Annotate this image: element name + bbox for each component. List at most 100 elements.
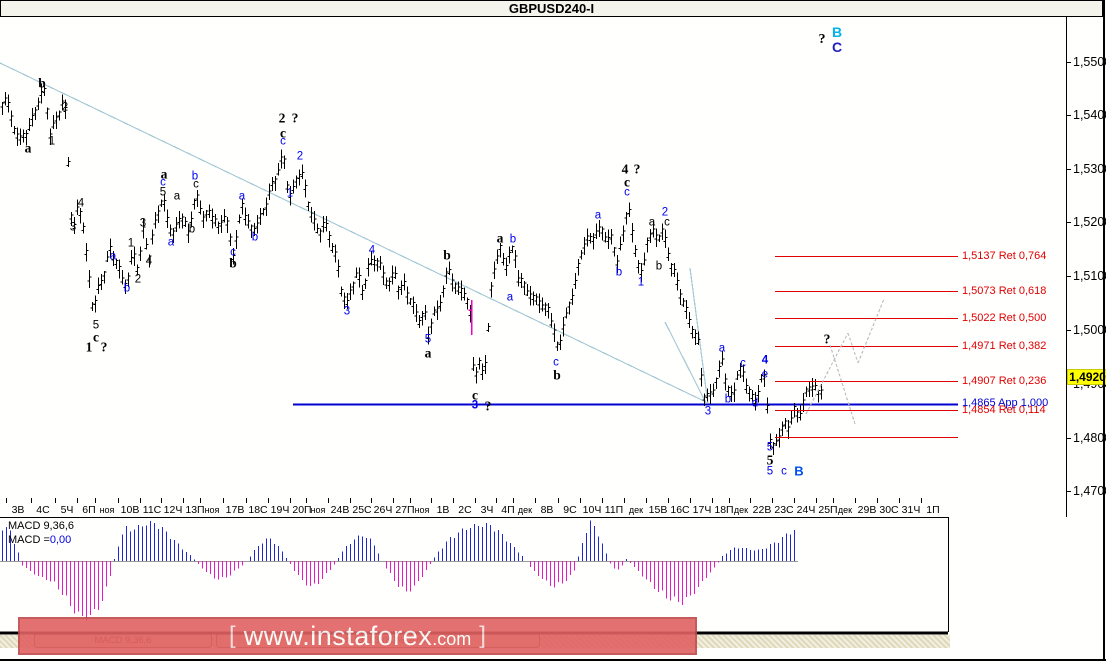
time-axis-label: 25П — [818, 504, 838, 516]
wave-label: b — [251, 231, 259, 244]
wave-label: a — [24, 140, 32, 156]
wave-label: ? — [818, 32, 826, 47]
price-axis-label: 1,4800 — [1073, 431, 1106, 445]
wave-label: 4 — [77, 197, 85, 210]
time-axis-label: 27П — [395, 504, 415, 516]
time-axis-label: 22В — [752, 504, 772, 516]
wave-label: c — [280, 135, 286, 148]
wave-label: 3 — [471, 399, 479, 412]
wave-label: b — [123, 282, 131, 295]
logo-tld: .com — [432, 628, 472, 649]
time-axis-label: 24В — [330, 504, 350, 516]
price-axis-label: 1,5200 — [1073, 215, 1106, 229]
fib-level-label: 1,5073 Ret 0,618 — [962, 285, 1047, 297]
time-axis-label: 13П — [185, 504, 205, 516]
wave-label: c — [740, 357, 746, 370]
wave-label: 3 — [704, 405, 712, 418]
fib-level-label: 1,5137 Ret 0,764 — [962, 250, 1047, 262]
time-axis-label: дек — [733, 505, 749, 515]
wave-label: a — [424, 345, 432, 361]
wave-label: c — [664, 216, 670, 229]
window-bottom-border — [0, 659, 1106, 661]
macd-value-row: MACD =0,00 — [8, 533, 74, 547]
wave-label: 3 — [343, 305, 351, 318]
wave-label: 1 — [127, 237, 135, 250]
time-axis-label: ноя — [204, 505, 220, 515]
wave-label: ? — [484, 398, 492, 414]
time-axis-label: 3В — [11, 504, 25, 516]
wave-label: b — [229, 255, 237, 271]
time-axis-label: 16С — [670, 504, 690, 516]
wave-label: c — [553, 356, 559, 369]
time-axis-label: 18С — [248, 504, 268, 516]
price-axis-label: 1,5300 — [1073, 162, 1106, 176]
wave-label: c — [93, 329, 99, 345]
time-axis-label: 30С — [879, 504, 899, 516]
wave-label: 2 — [278, 110, 286, 126]
wave-label: c — [472, 387, 478, 403]
wave-label: 5 — [159, 186, 167, 199]
time-axis-label: 10Ч — [582, 504, 602, 516]
wave-label: 3 — [69, 221, 77, 234]
wave-label: b — [443, 247, 451, 263]
wave-label: ? — [291, 110, 299, 126]
wave-label: c — [624, 174, 630, 190]
wave-label: c — [280, 125, 286, 141]
fib-level-label: 1,5022 Ret 0,500 — [962, 312, 1047, 324]
wave-label: 5 — [92, 319, 100, 332]
macd-value: 0,00 — [49, 534, 72, 546]
time-axis-label: дек — [628, 505, 644, 515]
wave-label: B — [794, 463, 804, 479]
time-axis-label: 23С — [774, 504, 794, 516]
wave-label: b — [188, 223, 196, 236]
time-axis-label: 15В — [648, 504, 668, 516]
time-axis-label: ноя — [99, 505, 115, 515]
wave-label: ? — [100, 339, 108, 355]
window-right-border — [1103, 0, 1105, 661]
chart-title: GBPUSD240-I — [508, 1, 595, 16]
wave-label: 5 — [424, 333, 432, 346]
instaforex-logo[interactable]: [www.instaforex .com] — [18, 617, 697, 655]
wave-label: 4 — [621, 161, 629, 177]
time-axis-label: 26Ч — [373, 504, 393, 516]
time-axis-label: 1П — [926, 504, 940, 516]
wave-label: c — [230, 246, 236, 259]
wave-label: ? — [823, 331, 831, 347]
wave-label: b — [38, 75, 46, 91]
time-axis-label: 2С — [458, 504, 472, 516]
wave-label: 2 — [296, 150, 304, 163]
wave-label: 1 — [286, 187, 294, 200]
time-axis-label: 4С — [36, 504, 50, 516]
wave-label: a — [594, 209, 602, 222]
fib-level-label: 1,4907 Ret 0,236 — [962, 375, 1047, 387]
macd-caption: MACD 9,36,6 MACD =0,00 — [8, 519, 74, 547]
wave-label: ? — [633, 161, 641, 177]
wave-label: c — [193, 178, 199, 191]
wave-label: 4 — [368, 244, 376, 257]
fib-level-label: 1,4854 Ret 0,114 — [962, 404, 1046, 416]
wave-label: a — [496, 230, 504, 246]
time-axis-label: 31Ч — [901, 504, 921, 516]
wave-label: d — [751, 397, 759, 410]
wave-label: a — [109, 250, 117, 263]
time-axis-label: дек — [837, 505, 853, 515]
wave-label: B — [831, 24, 843, 40]
wave-label: c — [781, 465, 787, 478]
time-axis-label: 20П — [292, 504, 312, 516]
wave-label: 1 — [48, 135, 56, 148]
time-axis-label: 24Ч — [796, 504, 816, 516]
wave-label: c — [624, 186, 630, 199]
time-axis-label: дек — [517, 505, 533, 515]
wave-label: 1 — [637, 276, 645, 289]
wave-label: a — [238, 190, 246, 203]
time-axis-label: 25С — [352, 504, 372, 516]
time-axis-label: 11С — [142, 504, 162, 516]
wave-label: b — [191, 170, 199, 183]
time-axis-label: 18П — [714, 504, 734, 516]
time-axis-label: 4П — [501, 504, 515, 516]
wave-label: 5 — [766, 441, 774, 454]
wave-label: 2 — [661, 206, 669, 219]
wave-label: b — [615, 266, 623, 279]
